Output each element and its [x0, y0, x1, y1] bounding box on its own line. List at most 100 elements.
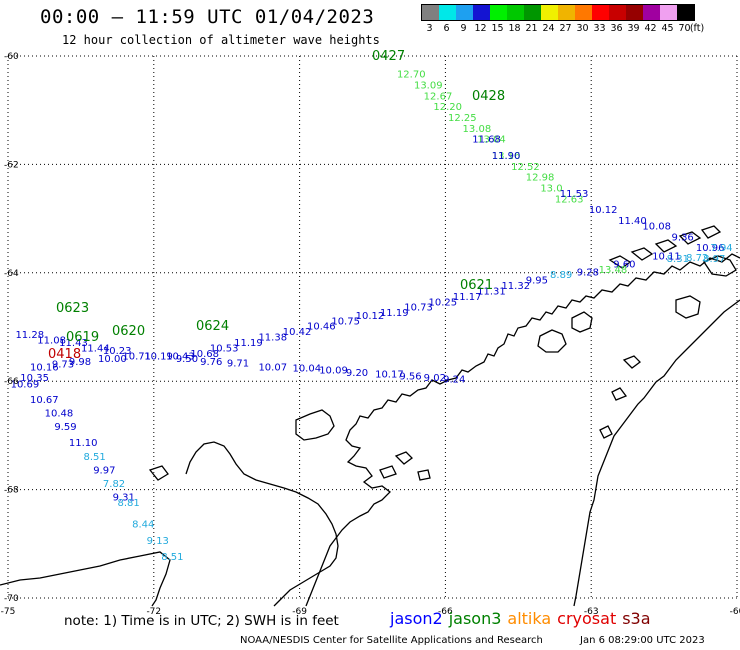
- scale-swatch: [473, 5, 490, 20]
- latitude-label: -62: [4, 160, 19, 170]
- wave-height-value: 10.25: [429, 297, 458, 308]
- color-scale-legend: 3 6 9 12 15 18 21 24 27 30 33 36 39 42 45 70 (ft): [421, 4, 704, 34]
- wave-height-value: 11.32: [501, 281, 530, 292]
- wave-height-value: 11.08: [37, 335, 66, 346]
- scale-swatch: [456, 5, 473, 20]
- scale-swatch: [541, 5, 558, 20]
- wave-height-value: 12.63: [555, 194, 584, 205]
- wave-height-value: 11.28: [15, 330, 44, 341]
- latitude-label: -64: [4, 269, 19, 279]
- axis-labels: -75 -72 -69 -66 -63 -60 -60 -62 -64 -66 -68 -70: [1, 52, 740, 617]
- scale-swatch: [643, 5, 660, 20]
- wave-height-value: 9.60: [613, 259, 635, 270]
- joinville-island: [703, 255, 737, 277]
- wave-height-value: 8.31: [667, 254, 689, 265]
- satellite-jason3: jason3: [448, 609, 502, 628]
- pass-time-label: 0620: [112, 324, 145, 339]
- wave-height-value: 10.73: [404, 303, 433, 314]
- wave-height-value: 7.82: [103, 479, 125, 490]
- pass-time-label: 0621: [460, 278, 493, 293]
- pass-time-label: 0623: [56, 301, 89, 316]
- scale-swatch: [660, 5, 677, 20]
- generated-timestamp: Jan 6 08:29:00 UTC 2023: [580, 635, 705, 646]
- longitude-label: -69: [292, 607, 307, 617]
- biscoe-islands: [379, 451, 431, 481]
- color-scale-labels: 3 6 9 12 15 18 21 24 27 30 33 36 39 42 45 70 (ft): [421, 21, 704, 34]
- scale-swatch: [558, 5, 575, 20]
- anvers-island: [537, 329, 567, 353]
- scale-tick-label: 33: [593, 23, 606, 34]
- scale-swatch: [490, 5, 507, 20]
- scale-tick-label: 45: [661, 23, 674, 34]
- wave-height-value: 9.76: [200, 357, 222, 368]
- wave-height-value: 12.52: [511, 162, 540, 173]
- scale-swatch: [609, 5, 626, 20]
- latitude-label: -70: [4, 594, 19, 604]
- wave-height-value: 10.43: [166, 352, 195, 363]
- wave-height-value: 12.25: [448, 113, 477, 124]
- scale-tick-label: 3: [426, 23, 433, 34]
- wave-height-value: 9.24: [443, 374, 465, 385]
- satellite-legend: jason2 jason3 altika cryosat s3a: [390, 609, 657, 628]
- latitude-label: -68: [4, 486, 19, 496]
- wave-height-value: 10.53: [210, 343, 239, 354]
- scale-swatch: [575, 5, 592, 20]
- wave-height-value: 9.71: [227, 359, 249, 370]
- graticule: [7, 55, 738, 599]
- scale-swatch: [422, 5, 439, 20]
- scale-swatch: [592, 5, 609, 20]
- wave-height-value: 11.17: [453, 292, 482, 303]
- wave-height-value: 9.59: [54, 422, 76, 433]
- wave-height-value: 11.53: [560, 189, 589, 200]
- wave-height-value: 10.23: [103, 346, 132, 357]
- wave-height-value: 8.51: [161, 552, 183, 563]
- wave-height-value: 12.98: [526, 173, 555, 184]
- wave-height-value: 10.69: [11, 380, 40, 391]
- wave-height-value: 11.43: [59, 338, 88, 349]
- wave-height-value: 12.20: [433, 102, 462, 113]
- wave-height-value: 8.51: [83, 452, 105, 463]
- scale-tick-label: 70: [678, 23, 691, 34]
- satellite-cryosat: cryosat: [557, 609, 617, 628]
- scale-tick-label: 12: [474, 23, 487, 34]
- antarctic-peninsula-coastline: [0, 225, 740, 607]
- wave-height-value: 10.35: [20, 373, 49, 384]
- scale-tick-label: 15: [491, 23, 504, 34]
- scale-tick-label: 9: [460, 23, 467, 34]
- longitude-label: -75: [1, 607, 16, 617]
- footer-note: note: 1) Time is in UTC; 2) SWH is in fe…: [64, 613, 339, 629]
- satellite-s3a: s3a: [622, 609, 651, 628]
- pass-time-label: 0619: [66, 330, 99, 345]
- wave-height-value: 9.13: [147, 536, 169, 547]
- pass-time-label: 0428: [472, 89, 505, 104]
- wave-height-value: 12.67: [424, 91, 453, 102]
- pass-time-label: 0418: [48, 347, 81, 362]
- wave-height-value: 13.16: [492, 151, 521, 162]
- wave-height-value: 10.75: [331, 316, 360, 327]
- wave-height-value: 9.56: [399, 372, 421, 383]
- scale-tick-label: 36: [610, 23, 623, 34]
- wave-height-value: 10.16: [30, 362, 59, 373]
- wave-height-value: 8.81: [118, 498, 140, 509]
- wave-height-value: 11.40: [618, 216, 647, 227]
- credit-line: NOAA/NESDIS Center for Satellite Applica…: [240, 635, 543, 646]
- scale-tick-label: 6: [443, 23, 450, 34]
- wave-height-value: 9.36: [672, 232, 694, 243]
- wave-height-value: 11.90: [492, 151, 521, 162]
- wave-height-value: 9.50: [176, 354, 198, 365]
- peninsula-west-coast: [305, 253, 740, 607]
- wave-height-value: 10.08: [642, 221, 671, 232]
- latitude-label: -66: [4, 377, 19, 387]
- scale-tick-label: 30: [576, 23, 589, 34]
- alexander-island: [185, 441, 339, 607]
- pass-time-label: 0427: [372, 49, 405, 64]
- scale-swatch: [626, 5, 643, 20]
- south-shetland-islands: [608, 225, 722, 269]
- wave-height-value: 9.98: [69, 357, 91, 368]
- wave-height-value: 8.44: [132, 520, 154, 531]
- wave-height-value: 10.96: [696, 243, 725, 254]
- brabant-island: [571, 311, 593, 333]
- wave-height-value: 10.48: [45, 408, 74, 419]
